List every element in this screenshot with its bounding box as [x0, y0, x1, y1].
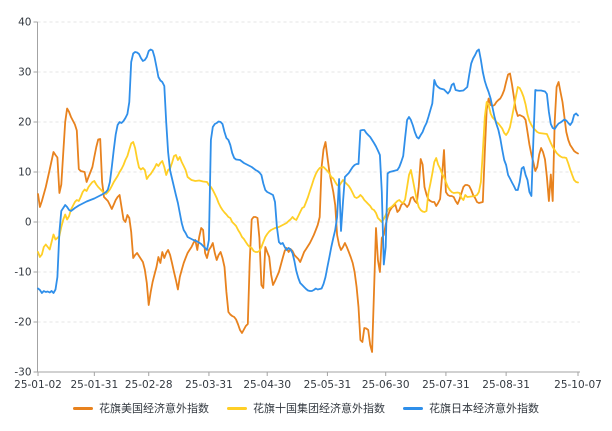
x-tick-label: 25-02-28 — [125, 379, 173, 391]
legend-swatch-g10 — [227, 406, 247, 410]
x-tick-label: 25-07-31 — [422, 379, 470, 391]
x-tick-label: 25-05-31 — [304, 379, 352, 391]
legend: 花旗美国经济意外指数 花旗十国集团经济意外指数 花旗日本经济意外指数 — [0, 400, 612, 416]
x-tick-label: 25-03-31 — [185, 379, 233, 391]
x-tick-label: 25-04-30 — [243, 379, 291, 391]
x-tick-label: 25-08-31 — [482, 379, 530, 391]
x-tick-label: 25-06-30 — [362, 379, 410, 391]
legend-label-japan: 花旗日本经济意外指数 — [429, 402, 539, 415]
y-tick-label: 20 — [18, 117, 31, 129]
legend-label-us: 花旗美国经济意外指数 — [99, 402, 209, 415]
series-line-2 — [37, 48, 579, 294]
y-tick-label: 40 — [18, 17, 31, 29]
legend-swatch-us — [73, 406, 93, 410]
series-line-1 — [37, 86, 579, 258]
legend-label-g10: 花旗十国集团经济意外指数 — [253, 402, 385, 415]
y-tick-label: 0 — [25, 217, 32, 229]
legend-swatch-japan — [403, 406, 423, 410]
legend-item-japan[interactable]: 花旗日本经济意外指数 — [403, 400, 539, 416]
y-tick-label: -10 — [14, 267, 31, 279]
y-tick-label: 30 — [18, 67, 31, 79]
y-tick-label: 10 — [18, 167, 31, 179]
legend-item-g10[interactable]: 花旗十国集团经济意外指数 — [227, 400, 385, 416]
y-tick-label: -20 — [14, 317, 31, 329]
legend-item-us[interactable]: 花旗美国经济意外指数 — [73, 400, 209, 416]
series-line-0 — [37, 72, 579, 353]
x-tick-label: 25-01-31 — [70, 379, 118, 391]
x-tick-label: 25-10-07 — [554, 379, 602, 391]
y-tick-label: -30 — [14, 367, 31, 379]
x-tick-label: 25-01-02 — [14, 379, 62, 391]
